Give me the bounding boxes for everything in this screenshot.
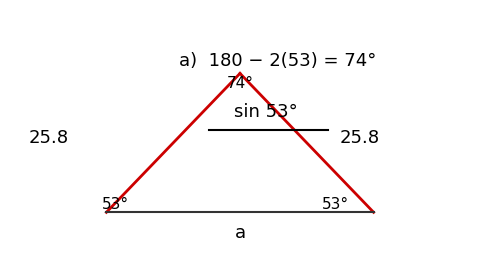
Text: sin 53°: sin 53° (234, 103, 298, 121)
Text: 74°: 74° (227, 76, 253, 91)
Text: a: a (234, 224, 246, 242)
Text: 25.8: 25.8 (339, 129, 379, 147)
Text: 25.8: 25.8 (29, 129, 69, 147)
Text: 53°: 53° (102, 197, 130, 212)
Text: 53°: 53° (322, 197, 349, 212)
Text: a)  180 − 2(53) = 74°: a) 180 − 2(53) = 74° (180, 51, 377, 69)
